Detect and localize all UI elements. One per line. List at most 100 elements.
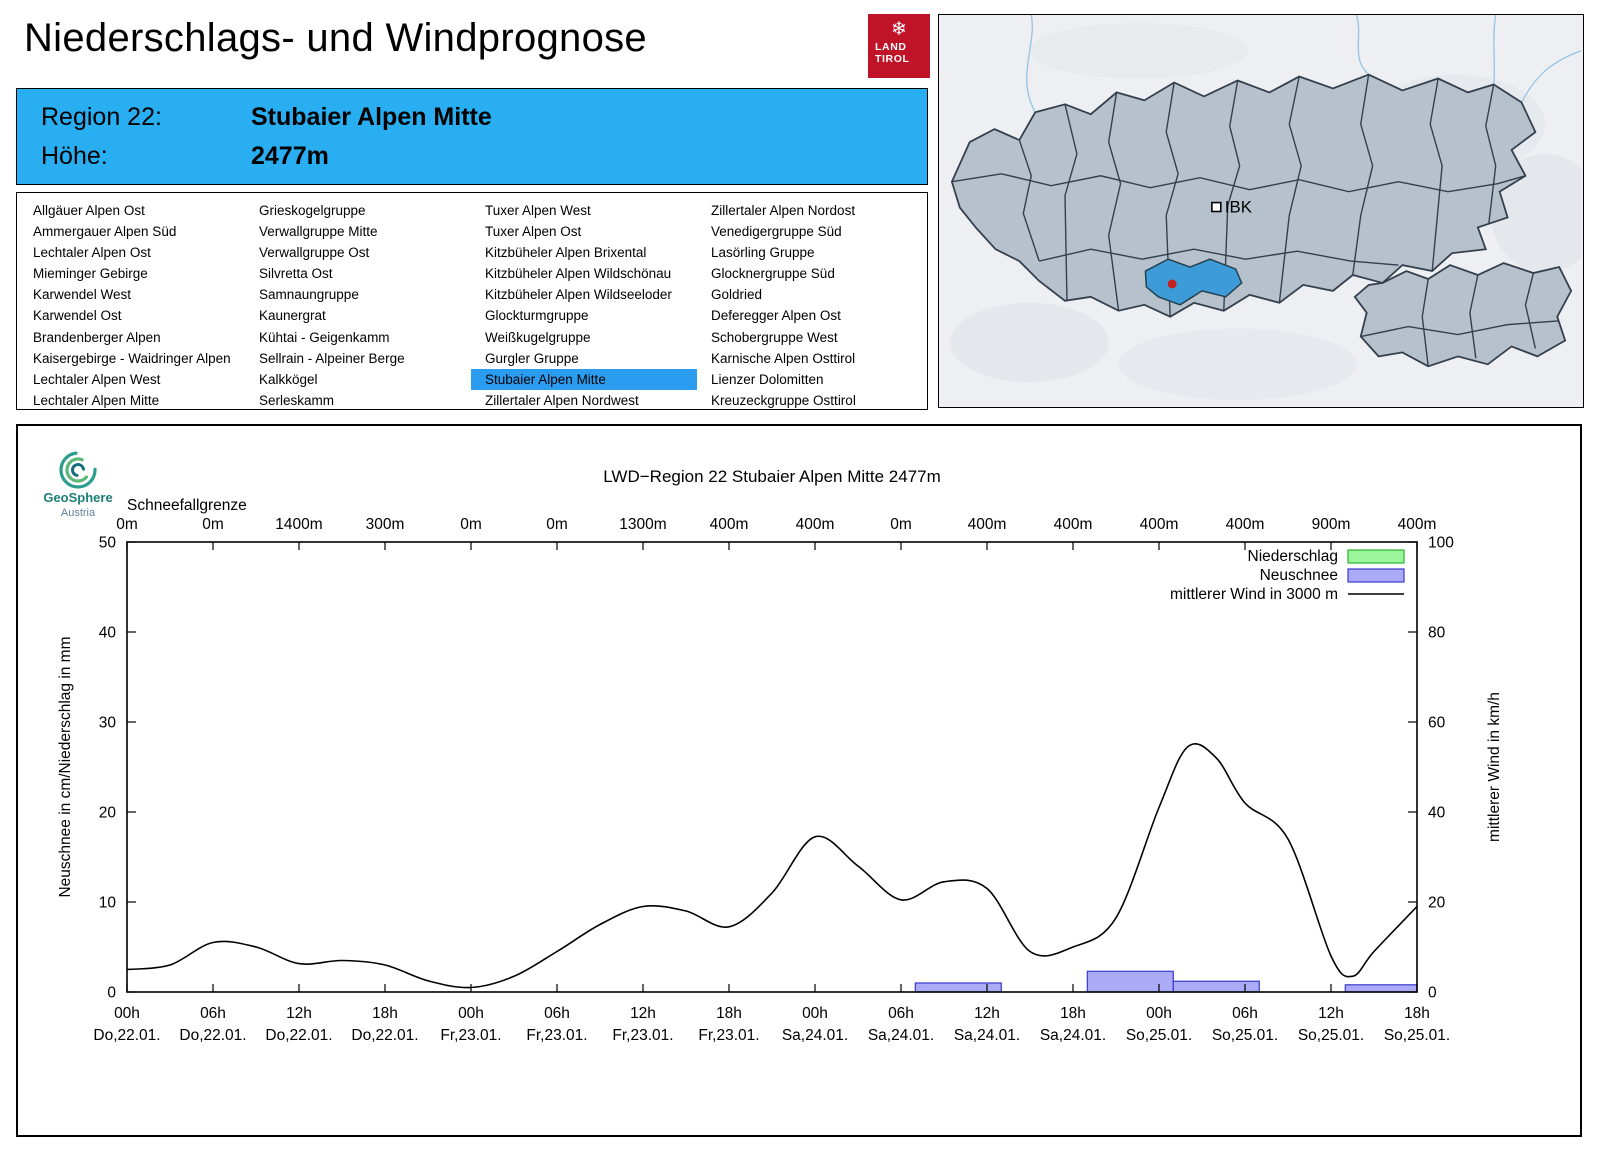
x-tick-time: 06h	[1232, 1005, 1258, 1022]
map-region-borders	[951, 74, 1526, 317]
region-list: Allgäuer Alpen Ost Ammergauer Alpen Süd Le…	[16, 192, 928, 410]
forecast-chart-panel: GeoSphere Austria LWD−Region 22 Stubaier…	[16, 424, 1582, 1137]
region-list-item[interactable]: Glockturmgruppe	[485, 308, 589, 324]
region-list-item[interactable]: Karwendel Ost	[33, 308, 122, 324]
river-line	[1520, 50, 1582, 103]
river-line	[1493, 15, 1497, 85]
geosphere-swirl-icon	[59, 451, 97, 489]
x-tick-time: 00h	[114, 1005, 140, 1022]
region-list-column-1: Allgäuer Alpen Ost Ammergauer Alpen Süd Le…	[19, 200, 245, 409]
snowline-value: 400m	[710, 516, 749, 533]
snowline-value: 400m	[1140, 516, 1179, 533]
y-right-tick-label: 20	[1428, 895, 1446, 912]
region-list-item[interactable]: Verwallgruppe Ost	[259, 245, 370, 261]
snowline-value: 0m	[546, 516, 568, 533]
region-list-item[interactable]: Schobergruppe West	[711, 329, 838, 345]
region-list-item[interactable]: Glocknergruppe Süd	[711, 266, 835, 282]
region-list-item[interactable]: Tuxer Alpen West	[485, 203, 591, 218]
x-tick-time: 12h	[286, 1005, 312, 1022]
region-list-item[interactable]: Deferegger Alpen Ost	[711, 308, 841, 324]
region-list-item[interactable]: Goldried	[711, 287, 763, 303]
snowline-value: 400m	[1398, 516, 1437, 533]
region-list-item[interactable]: Zillertaler Alpen Nordost	[711, 203, 856, 218]
x-tick-time: 06h	[544, 1005, 570, 1022]
region-list-item[interactable]: Lechtaler Alpen West	[33, 371, 161, 387]
geosphere-swirl-icon	[65, 457, 91, 483]
legend-label: mittlerer Wind in 3000 m	[1170, 586, 1338, 603]
region-list-item[interactable]: Serleskamm	[259, 392, 335, 408]
y-axis-label-right: mittlerer Wind in km/h	[1486, 692, 1503, 842]
snowline-label: Schneefallgrenze	[127, 497, 247, 514]
snowline-value: 1400m	[275, 516, 322, 533]
region-list-column-4: Zillertaler Alpen Nordost Venedigergruppe…	[697, 200, 923, 409]
region-list-item[interactable]: Weißkugelgruppe	[485, 329, 591, 345]
region-list-item[interactable]: Karnische Alpen Osttirol	[711, 350, 856, 366]
x-tick-time: 00h	[802, 1005, 828, 1022]
region-list-item[interactable]: Kaisergebirge - Waidringer Alpen	[33, 350, 231, 366]
tirol-region-map: IBK	[938, 14, 1584, 408]
region-list-item[interactable]: Kalkkögel	[259, 371, 318, 387]
logo-text-tirol: TIROL	[875, 52, 910, 65]
x-tick-date: Sa,24.01.	[954, 1027, 1020, 1044]
map-region-borders-east	[1360, 272, 1562, 367]
snowline-value: 400m	[968, 516, 1007, 533]
x-tick-date: Sa,24.01.	[1040, 1027, 1106, 1044]
region-list-item[interactable]: Tuxer Alpen Ost	[485, 224, 582, 240]
snowflake-icon: ❄	[891, 19, 907, 40]
region-list-item[interactable]: Verwallgruppe Mitte	[259, 224, 378, 240]
page-title: Niederschlags- und Windprognose	[24, 16, 647, 60]
chart-title: LWD−Region 22 Stubaier Alpen Mitte 2477m	[603, 467, 941, 486]
x-tick-time: 12h	[974, 1005, 1000, 1022]
forecast-chart: GeoSphere Austria LWD−Region 22 Stubaier…	[43, 451, 1503, 1044]
x-tick-date: So,25.01.	[1126, 1027, 1192, 1044]
plot-frame	[126, 541, 1418, 993]
region-list-item[interactable]: Lasörling Gruppe	[711, 245, 815, 261]
neuschnee-bar	[914, 982, 1002, 993]
snowline-value: 400m	[1226, 516, 1265, 533]
region-list-item-selected[interactable]: Stubaier Alpen Mitte	[471, 368, 697, 390]
region-list-item[interactable]: Allgäuer Alpen Ost	[33, 203, 145, 218]
river-line	[1356, 15, 1370, 76]
region-list-item[interactable]: Kreuzeckgruppe Osttirol	[711, 392, 856, 408]
x-tick-date: Fr,23.01.	[526, 1027, 587, 1044]
legend-swatch	[1347, 549, 1405, 564]
region-list-item[interactable]: Karwendel West	[33, 287, 132, 303]
region-list-item[interactable]: Kitzbüheler Alpen Brixental	[485, 245, 647, 261]
snowline-value: 900m	[1312, 516, 1351, 533]
y-axis-label-left: Neuschnee in cm/Niederschlag in mm	[57, 636, 74, 897]
region-list-item[interactable]: Zillertaler Alpen Nordwest	[485, 392, 639, 408]
region-list-item[interactable]: Kitzbüheler Alpen Wildschönau	[485, 266, 672, 282]
geosphere-name: GeoSphere	[43, 490, 112, 505]
region-list-item[interactable]: Kitzbüheler Alpen Wildseeloder	[485, 287, 672, 303]
region-list-item[interactable]: Brandenberger Alpen	[33, 329, 161, 345]
region-list-item[interactable]: Lechtaler Alpen Ost	[33, 245, 151, 261]
map-region-selected[interactable]	[1144, 258, 1243, 306]
region-list-item[interactable]: Kühtai - Geigenkamm	[259, 329, 390, 345]
x-tick-date: So,25.01.	[1212, 1027, 1278, 1044]
x-tick-time: 18h	[1404, 1005, 1430, 1022]
x-tick-time: 00h	[1146, 1005, 1172, 1022]
x-tick-time: 12h	[1318, 1005, 1344, 1022]
region-list-item[interactable]: Gurgler Gruppe	[485, 350, 579, 366]
geosphere-logo: GeoSphere Austria	[43, 451, 113, 519]
neuschnee-bar	[1086, 970, 1174, 993]
region-list-item[interactable]: Sellrain - Alpeiner Berge	[259, 350, 405, 366]
region-list-item[interactable]: Mieminger Gebirge	[33, 266, 148, 282]
x-tick-time: 18h	[1060, 1005, 1086, 1022]
region-list-item[interactable]: Samnaungruppe	[259, 287, 359, 303]
region-list-item[interactable]: Lienzer Dolomitten	[711, 371, 824, 387]
y-right-tick-label: 60	[1428, 715, 1446, 732]
region-list-item[interactable]: Kaunergrat	[259, 308, 326, 324]
legend-label: Neuschnee	[1260, 567, 1338, 584]
region-list-item[interactable]: Ammergauer Alpen Süd	[33, 224, 177, 240]
x-tick-date: So,25.01.	[1384, 1027, 1450, 1044]
region-list-item[interactable]: Grieskogelgruppe	[259, 203, 366, 218]
x-tick-date: Do,22.01.	[179, 1027, 246, 1044]
x-tick-date: Sa,24.01.	[782, 1027, 848, 1044]
region-list-item[interactable]: Silvretta Ost	[259, 266, 333, 282]
station-marker	[1167, 279, 1177, 289]
region-list-item[interactable]: Lechtaler Alpen Mitte	[33, 392, 160, 408]
region-list-item[interactable]: Venedigergruppe Süd	[711, 224, 842, 240]
y-left-tick-label: 30	[99, 715, 117, 732]
map-region-north-tirol	[950, 73, 1537, 318]
